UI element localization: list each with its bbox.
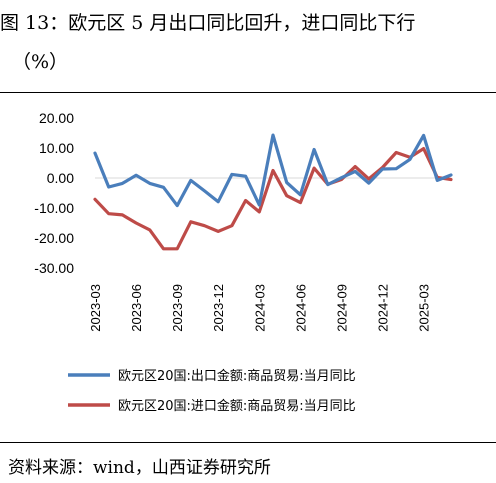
x-tick-label: 2023-09 <box>170 284 185 332</box>
chart-title: 图 13：欧元区 5 月出口同比回升，进口同比下行 <box>0 12 416 34</box>
y-tick-label: -20.00 <box>34 230 74 246</box>
x-tick-label: 2024-09 <box>334 284 349 332</box>
y-tick-label: 10.00 <box>39 140 74 156</box>
x-tick-label: 2024-03 <box>252 284 267 332</box>
series-lines <box>93 133 453 251</box>
import-yoy-line <box>93 146 453 251</box>
y-tick-label: -10.00 <box>34 200 74 216</box>
x-axis-ticks: 2023-03 2023-06 2023-09 2023-12 2024-03 2024-… <box>88 284 432 332</box>
line-chart: 20.00 10.00 0.00 -10.00 -20.00 -30.00 2023-03… <box>34 110 453 414</box>
legend-label: 欧元区20国:出口金额:商品贸易:当月同比 <box>118 368 356 384</box>
x-tick-label: 2023-03 <box>88 284 103 332</box>
y-axis-ticks: 20.00 10.00 0.00 -10.00 -20.00 -30.00 <box>34 110 74 276</box>
y-tick-label: 0.00 <box>47 170 74 186</box>
export-yoy-line <box>93 133 453 208</box>
x-tick-label: 2023-12 <box>211 284 226 332</box>
source-note: 资料来源：wind，山西证券研究所 <box>8 458 271 478</box>
top-divider <box>0 92 496 93</box>
y-tick-label: 20.00 <box>39 110 74 126</box>
unit-label: （%） <box>12 51 69 73</box>
x-tick-label: 2024-12 <box>376 284 391 332</box>
x-tick-label: 2024-06 <box>293 284 308 332</box>
x-tick-label: 2025-03 <box>417 284 432 332</box>
legend: 欧元区20国:出口金额:商品贸易:当月同比欧元区20国:进口金额:商品贸易:当月… <box>68 368 356 414</box>
bottom-divider <box>0 442 496 443</box>
y-tick-label: -30.00 <box>34 260 74 276</box>
legend-label: 欧元区20国:进口金额:商品贸易:当月同比 <box>118 398 356 414</box>
x-tick-label: 2023-06 <box>129 284 144 332</box>
